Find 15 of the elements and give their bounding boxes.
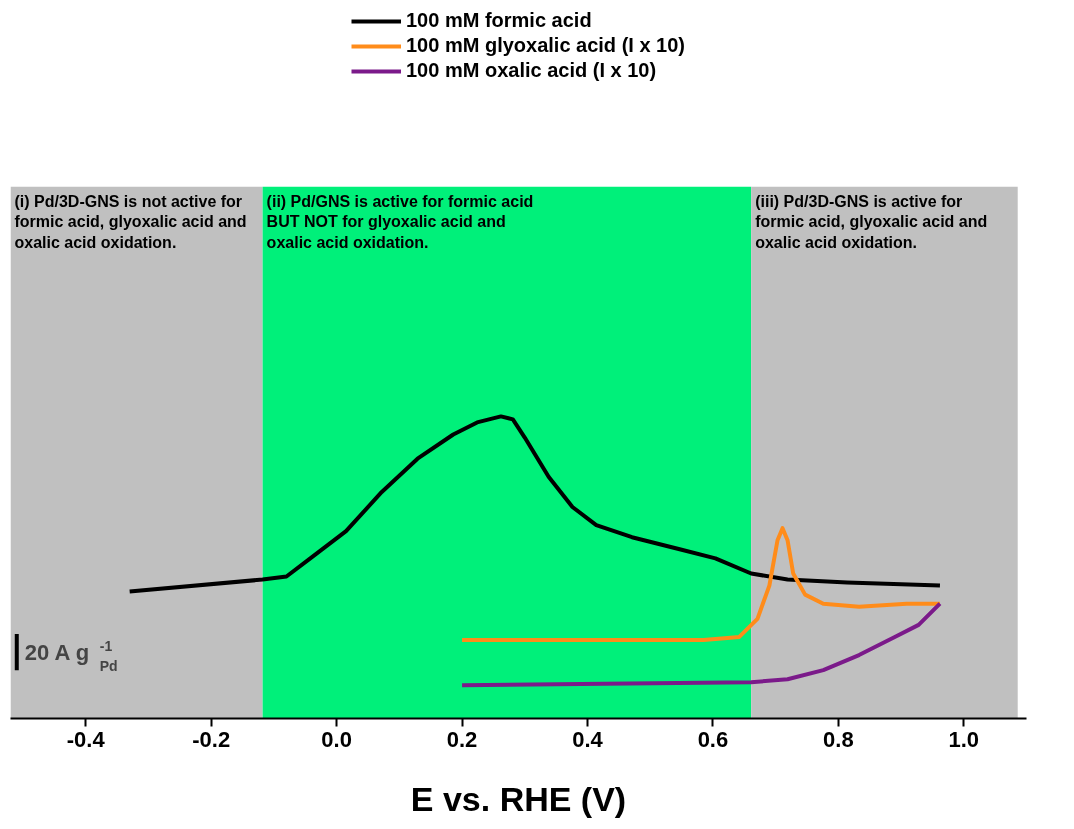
x-tick-label: 0.0	[321, 726, 352, 752]
x-tick-label: 1.0	[948, 726, 980, 752]
band-label: (iii) Pd/3D-GNS is active for formic acid, glyoxalic acid and oxalic acid oxidation.	[755, 192, 988, 251]
x-tick-label: 0.8	[823, 726, 854, 752]
x-tick-label: 0.6	[697, 726, 729, 752]
legend-label: 100 mM glyoxalic acid (I x 10)	[405, 34, 686, 57]
legend-label: 100 mM oxalic acid (I x 10)	[405, 59, 657, 82]
x-tick-label: 0.4	[572, 726, 604, 752]
x-tick-label: -0.4	[66, 726, 106, 752]
legend-label: 100 mM formic acid	[405, 9, 592, 32]
x-tick-label: 0.2	[446, 726, 478, 752]
band-label: (i) Pd/3D-GNS is not active for formic acid, glyoxalic acid and oxalic acid oxidation.	[14, 192, 247, 251]
x-tick-label: -0.2	[192, 726, 231, 752]
x-axis-title: E vs. RHE (V)	[410, 779, 627, 818]
band-label: (ii) Pd/GNS is active for formic acid BUT NOT for glyoxalic acid and oxalic acid oxidation.	[266, 192, 534, 251]
